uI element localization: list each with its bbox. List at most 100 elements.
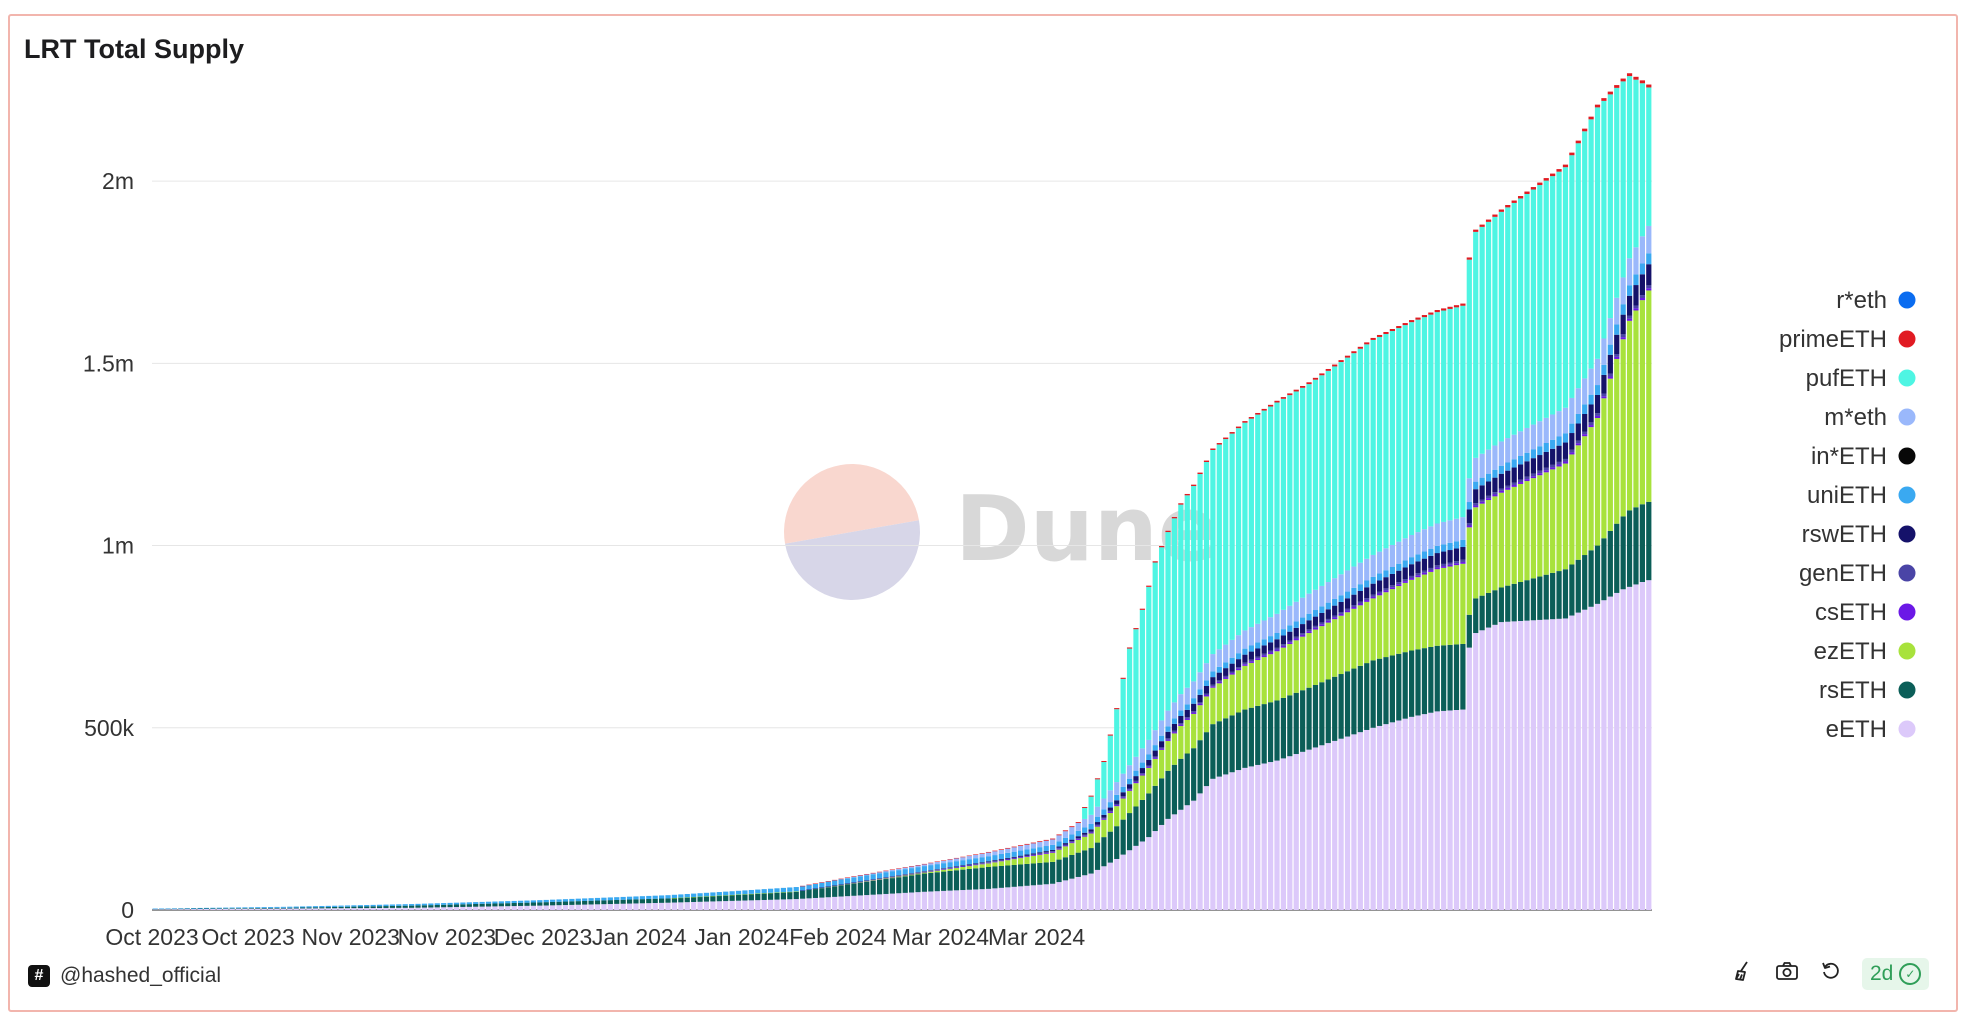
bar-segment-ezETH — [1152, 758, 1158, 786]
bar-stack — [780, 887, 787, 910]
bar-segment-uniETH — [300, 906, 306, 908]
bar-segment-rsETH — [415, 905, 421, 908]
bar-segment-primeETH — [973, 854, 979, 855]
bar-segment-rswETH — [1556, 445, 1562, 462]
bar-stack — [1075, 822, 1081, 910]
bar-segment-eETH — [460, 906, 466, 910]
bar-segment-pufETH — [1357, 348, 1363, 563]
bar-segment-m*eth — [1248, 627, 1254, 646]
legend-swatch — [1898, 564, 1916, 582]
bar-segment-rsETH — [1562, 569, 1569, 619]
legend-item[interactable]: primeETH — [1779, 326, 1916, 353]
bar-segment-genETH — [1319, 622, 1325, 625]
bar-segment-rsETH — [396, 905, 402, 908]
bar-segment-eETH — [614, 903, 620, 910]
bar-stack — [1056, 834, 1062, 910]
bar-segment-primeETH — [1287, 393, 1293, 396]
bar-segment-rsETH — [485, 903, 492, 907]
bar-segment-eETH — [876, 894, 883, 910]
bar-segment-eETH — [1056, 882, 1062, 910]
bar-segment-m*eth — [1569, 397, 1575, 424]
bar-segment-pufETH — [1434, 312, 1440, 524]
y-tick-label: 1m — [102, 533, 134, 559]
bar-segment-rsETH — [742, 894, 748, 901]
bar-segment-rswETH — [1184, 709, 1190, 718]
bar-segment-eETH — [1267, 762, 1274, 910]
bar-stack — [1357, 346, 1363, 910]
author-name[interactable]: @hashed_official — [60, 964, 222, 987]
bar-segment-rsETH — [165, 908, 171, 910]
bar-segment-m*eth — [1389, 544, 1395, 567]
bar-segment-rswETH — [832, 885, 838, 886]
bar-segment-uniETH — [511, 900, 517, 904]
legend-label: r*eth — [1836, 287, 1887, 314]
legend-item[interactable]: uniETH — [1807, 482, 1916, 509]
legend-item[interactable]: m*eth — [1824, 404, 1916, 431]
bar-segment-uniETH — [992, 855, 998, 861]
bar-segment-rsETH — [1043, 862, 1049, 885]
bar-segment-uniETH — [1017, 850, 1024, 856]
camera-icon[interactable] — [1774, 960, 1800, 988]
bar-segment-m*eth — [1582, 378, 1588, 405]
bar-segment-csETH — [1024, 856, 1030, 858]
bar-segment-ezETH — [1396, 586, 1402, 654]
bar-segment-m*eth — [1447, 520, 1453, 543]
legend-item[interactable]: pufETH — [1806, 365, 1916, 392]
bar-stack — [1364, 342, 1370, 910]
bar-segment-uniETH — [1620, 304, 1626, 315]
bar-stack — [562, 899, 569, 910]
bar-segment-uniETH — [870, 874, 876, 880]
bar-segment-genETH — [909, 873, 915, 875]
bar-segment-rswETH — [1011, 856, 1017, 858]
bar-segment-primeETH — [1543, 178, 1549, 181]
bar-segment-rswETH — [819, 887, 825, 888]
bar-segment-eETH — [928, 891, 934, 910]
bar-stack — [1441, 308, 1447, 910]
bar-stack — [1646, 84, 1652, 910]
bar-segment-csETH — [1005, 859, 1011, 861]
legend-item[interactable]: rsETH — [1819, 677, 1916, 704]
bar-segment-ezETH — [896, 876, 902, 878]
x-tick-label: Oct 2023 — [201, 924, 294, 950]
bar-segment-ezETH — [755, 893, 761, 894]
bar-segment-rsETH — [1370, 660, 1376, 728]
refresh-badge[interactable]: 2d ✓ — [1862, 958, 1930, 990]
bar-segment-uniETH — [633, 896, 639, 900]
bar-segment-ezETH — [729, 894, 735, 896]
bar-segment-eETH — [1607, 596, 1613, 910]
legend-item[interactable]: genETH — [1799, 560, 1916, 587]
bar-segment-genETH — [1235, 667, 1242, 669]
legend-item[interactable]: ezETH — [1814, 638, 1916, 665]
bar-segment-genETH — [1607, 373, 1613, 377]
bar-segment-pufETH — [1376, 336, 1383, 552]
legend-item[interactable]: csETH — [1815, 599, 1916, 626]
bar-segment-rsETH — [178, 908, 184, 910]
bar-segment-primeETH — [1396, 326, 1402, 329]
legend-item[interactable]: in*ETH — [1811, 443, 1916, 470]
bar-segment-rswETH — [960, 865, 966, 866]
bar-segment-rswETH — [1543, 451, 1549, 468]
legend-item[interactable]: r*eth — [1836, 287, 1916, 314]
bar-segment-pufETH — [1614, 87, 1620, 298]
bar-segment-genETH — [928, 870, 934, 872]
bar-segment-m*eth — [1139, 748, 1145, 763]
legend-item[interactable]: rswETH — [1802, 521, 1916, 548]
broom-icon[interactable] — [1730, 960, 1756, 988]
bar-segment-uniETH — [165, 908, 171, 909]
bar-segment-csETH — [1517, 482, 1524, 484]
footer-author[interactable]: # @hashed_official — [28, 964, 221, 988]
bar-segment-uniETH — [530, 900, 537, 903]
bar-segment-rsETH — [530, 902, 537, 906]
legend-item[interactable]: eETH — [1826, 716, 1916, 743]
bar-stack — [889, 869, 895, 910]
bar-segment-rsETH — [748, 894, 754, 901]
bar-segment-rsETH — [1191, 748, 1197, 801]
bar-stack — [203, 907, 210, 910]
refresh-icon[interactable] — [1818, 960, 1844, 988]
bar-segment-eETH — [626, 903, 633, 910]
bar-segment-ezETH — [1575, 445, 1581, 560]
bar-segment-primeETH — [1056, 834, 1062, 836]
bar-segment-rswETH — [1017, 855, 1024, 857]
bar-stack — [607, 897, 613, 910]
bar-segment-eETH — [985, 888, 992, 910]
